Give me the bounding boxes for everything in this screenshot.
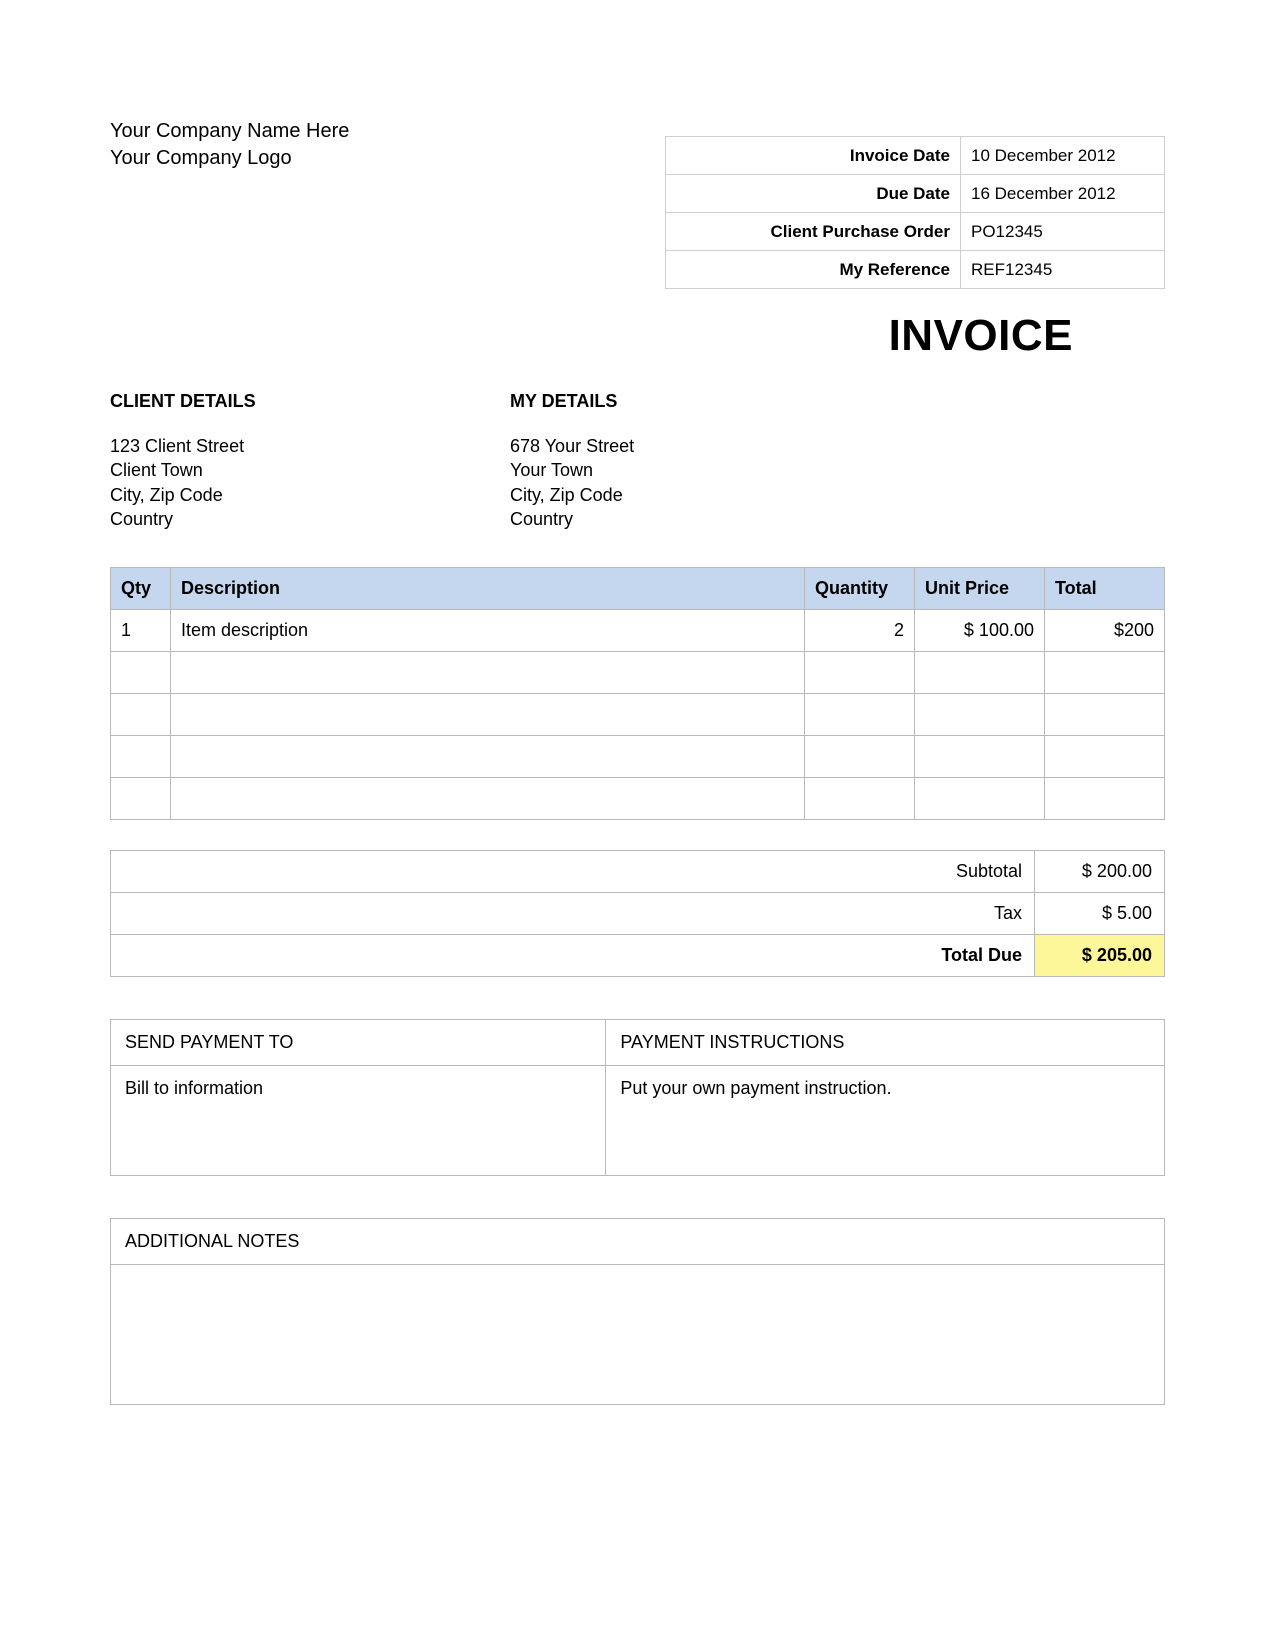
- tax-label: Tax: [111, 893, 1035, 935]
- tax-value: $ 5.00: [1035, 893, 1165, 935]
- meta-row-due-date: Due Date 16 December 2012: [666, 175, 1165, 213]
- address-line: Your Town: [510, 458, 910, 482]
- company-logo-placeholder: Your Company Logo: [110, 145, 349, 172]
- total-due-label: Total Due: [111, 935, 1035, 977]
- cell-qty: [111, 778, 171, 820]
- cell-description: Item description: [171, 610, 805, 652]
- col-total: Total: [1045, 568, 1165, 610]
- items-header-row: Qty Description Quantity Unit Price Tota…: [111, 568, 1165, 610]
- meta-row-reference: My Reference REF12345: [666, 251, 1165, 289]
- meta-value: 16 December 2012: [961, 175, 1165, 213]
- col-quantity: Quantity: [805, 568, 915, 610]
- cell-total: [1045, 694, 1165, 736]
- vendor-details: MY DETAILS 678 Your Street Your Town Cit…: [510, 391, 910, 531]
- cell-unit-price: [915, 778, 1045, 820]
- cell-quantity: [805, 736, 915, 778]
- invoice-title: INVOICE: [110, 311, 1165, 361]
- notes-table: ADDITIONAL NOTES: [110, 1218, 1165, 1405]
- meta-value: REF12345: [961, 251, 1165, 289]
- cell-total: [1045, 778, 1165, 820]
- meta-value: PO12345: [961, 213, 1165, 251]
- cell-quantity: [805, 778, 915, 820]
- cell-unit-price: [915, 694, 1045, 736]
- details-row: CLIENT DETAILS 123 Client Street Client …: [110, 391, 1165, 531]
- payment-header-row: SEND PAYMENT TO PAYMENT INSTRUCTIONS: [111, 1020, 1165, 1066]
- vendor-details-heading: MY DETAILS: [510, 391, 910, 412]
- cell-qty: 1: [111, 610, 171, 652]
- notes-heading: ADDITIONAL NOTES: [111, 1219, 1165, 1265]
- invoice-page: Your Company Name Here Your Company Logo…: [0, 0, 1275, 1405]
- meta-row-cpo: Client Purchase Order PO12345: [666, 213, 1165, 251]
- address-line: 678 Your Street: [510, 434, 910, 458]
- cell-description: [171, 652, 805, 694]
- address-line: City, Zip Code: [510, 483, 910, 507]
- subtotal-value: $ 200.00: [1035, 851, 1165, 893]
- line-item-row: 1Item description2$ 100.00$200: [111, 610, 1165, 652]
- cell-qty: [111, 694, 171, 736]
- line-item-row: [111, 652, 1165, 694]
- notes-body-row: [111, 1265, 1165, 1405]
- payment-instructions-heading: PAYMENT INSTRUCTIONS: [606, 1020, 1165, 1066]
- invoice-meta-table: Invoice Date 10 December 2012 Due Date 1…: [665, 136, 1165, 289]
- notes-header-row: ADDITIONAL NOTES: [111, 1219, 1165, 1265]
- meta-row-invoice-date: Invoice Date 10 December 2012: [666, 137, 1165, 175]
- totals-table: Subtotal $ 200.00 Tax $ 5.00 Total Due $…: [110, 850, 1165, 977]
- line-item-row: [111, 778, 1165, 820]
- cell-description: [171, 778, 805, 820]
- cell-unit-price: $ 100.00: [915, 610, 1045, 652]
- payment-body-row: Bill to information Put your own payment…: [111, 1066, 1165, 1176]
- cell-quantity: [805, 652, 915, 694]
- cell-total: [1045, 736, 1165, 778]
- cell-unit-price: [915, 652, 1045, 694]
- meta-label: Client Purchase Order: [666, 213, 961, 251]
- meta-value: 10 December 2012: [961, 137, 1165, 175]
- payment-table: SEND PAYMENT TO PAYMENT INSTRUCTIONS Bil…: [110, 1019, 1165, 1176]
- cell-description: [171, 694, 805, 736]
- meta-label: Invoice Date: [666, 137, 961, 175]
- cell-qty: [111, 736, 171, 778]
- client-details: CLIENT DETAILS 123 Client Street Client …: [110, 391, 510, 531]
- company-block: Your Company Name Here Your Company Logo: [110, 118, 349, 172]
- address-line: Country: [510, 507, 910, 531]
- payment-instructions-body: Put your own payment instruction.: [606, 1066, 1165, 1176]
- line-item-row: [111, 694, 1165, 736]
- col-description: Description: [171, 568, 805, 610]
- subtotal-label: Subtotal: [111, 851, 1035, 893]
- address-line: 123 Client Street: [110, 434, 510, 458]
- tax-row: Tax $ 5.00: [111, 893, 1165, 935]
- client-details-heading: CLIENT DETAILS: [110, 391, 510, 412]
- cell-description: [171, 736, 805, 778]
- total-due-row: Total Due $ 205.00: [111, 935, 1165, 977]
- send-payment-heading: SEND PAYMENT TO: [111, 1020, 606, 1066]
- address-line: Country: [110, 507, 510, 531]
- cell-total: [1045, 652, 1165, 694]
- cell-quantity: [805, 694, 915, 736]
- subtotal-row: Subtotal $ 200.00: [111, 851, 1165, 893]
- col-unit-price: Unit Price: [915, 568, 1045, 610]
- col-qty: Qty: [111, 568, 171, 610]
- send-payment-body: Bill to information: [111, 1066, 606, 1176]
- meta-label: Due Date: [666, 175, 961, 213]
- address-line: Client Town: [110, 458, 510, 482]
- cell-total: $200: [1045, 610, 1165, 652]
- header-row: Your Company Name Here Your Company Logo…: [110, 118, 1165, 289]
- cell-unit-price: [915, 736, 1045, 778]
- notes-body: [111, 1265, 1165, 1405]
- company-name: Your Company Name Here: [110, 118, 349, 145]
- line-items-table: Qty Description Quantity Unit Price Tota…: [110, 567, 1165, 820]
- vendor-address: 678 Your Street Your Town City, Zip Code…: [510, 434, 910, 531]
- address-line: City, Zip Code: [110, 483, 510, 507]
- meta-label: My Reference: [666, 251, 961, 289]
- cell-quantity: 2: [805, 610, 915, 652]
- line-item-row: [111, 736, 1165, 778]
- cell-qty: [111, 652, 171, 694]
- client-address: 123 Client Street Client Town City, Zip …: [110, 434, 510, 531]
- total-due-value: $ 205.00: [1035, 935, 1165, 977]
